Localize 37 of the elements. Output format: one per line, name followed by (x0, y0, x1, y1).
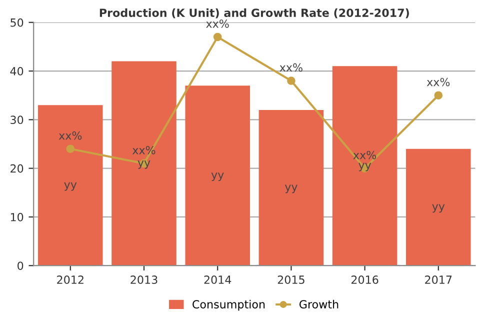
data-label: xx% (58, 131, 82, 140)
point (213, 32, 222, 42)
x-tick-label: 2013 (130, 276, 158, 284)
bar (406, 148, 471, 266)
x-tick-label: 2017 (425, 276, 452, 284)
data-label: xx% (280, 63, 302, 72)
data-label: yy (138, 160, 150, 169)
point (66, 144, 75, 154)
data-label: yy (64, 182, 77, 191)
legend-label: Consumption (192, 300, 265, 311)
data-label: xx% (132, 146, 156, 154)
y-tick-label: 30 (10, 116, 24, 124)
bar (38, 105, 103, 266)
bar (112, 61, 176, 266)
data-label: yy (211, 172, 224, 181)
x-tick-label: 2014 (204, 276, 232, 284)
bar (185, 86, 250, 266)
x-tick-label: 2012 (57, 276, 84, 284)
point (434, 91, 443, 100)
x-tick-label: 2016 (351, 276, 378, 284)
y-tick-label: 0 (18, 262, 24, 270)
y-tick-label: 10 (10, 212, 24, 222)
bar (332, 66, 398, 266)
data-label: yy (358, 162, 372, 172)
data-label: xx% (353, 150, 376, 160)
chart-title: Production (K Unit) and Growth Rate (2012-2017) (100, 8, 409, 18)
y-tick-label: 20 (10, 164, 24, 173)
data-label: xx% (426, 78, 450, 86)
x-tick-label: 2015 (278, 276, 304, 284)
legend-label: Growth (299, 300, 338, 309)
data-label: yy (432, 204, 445, 213)
data-label: xx% (206, 19, 229, 28)
bar (258, 110, 324, 266)
y-tick-label: 40 (10, 67, 24, 76)
y-tick-label: 50 (10, 18, 24, 27)
point (287, 76, 296, 85)
data-label: yy (284, 184, 298, 194)
